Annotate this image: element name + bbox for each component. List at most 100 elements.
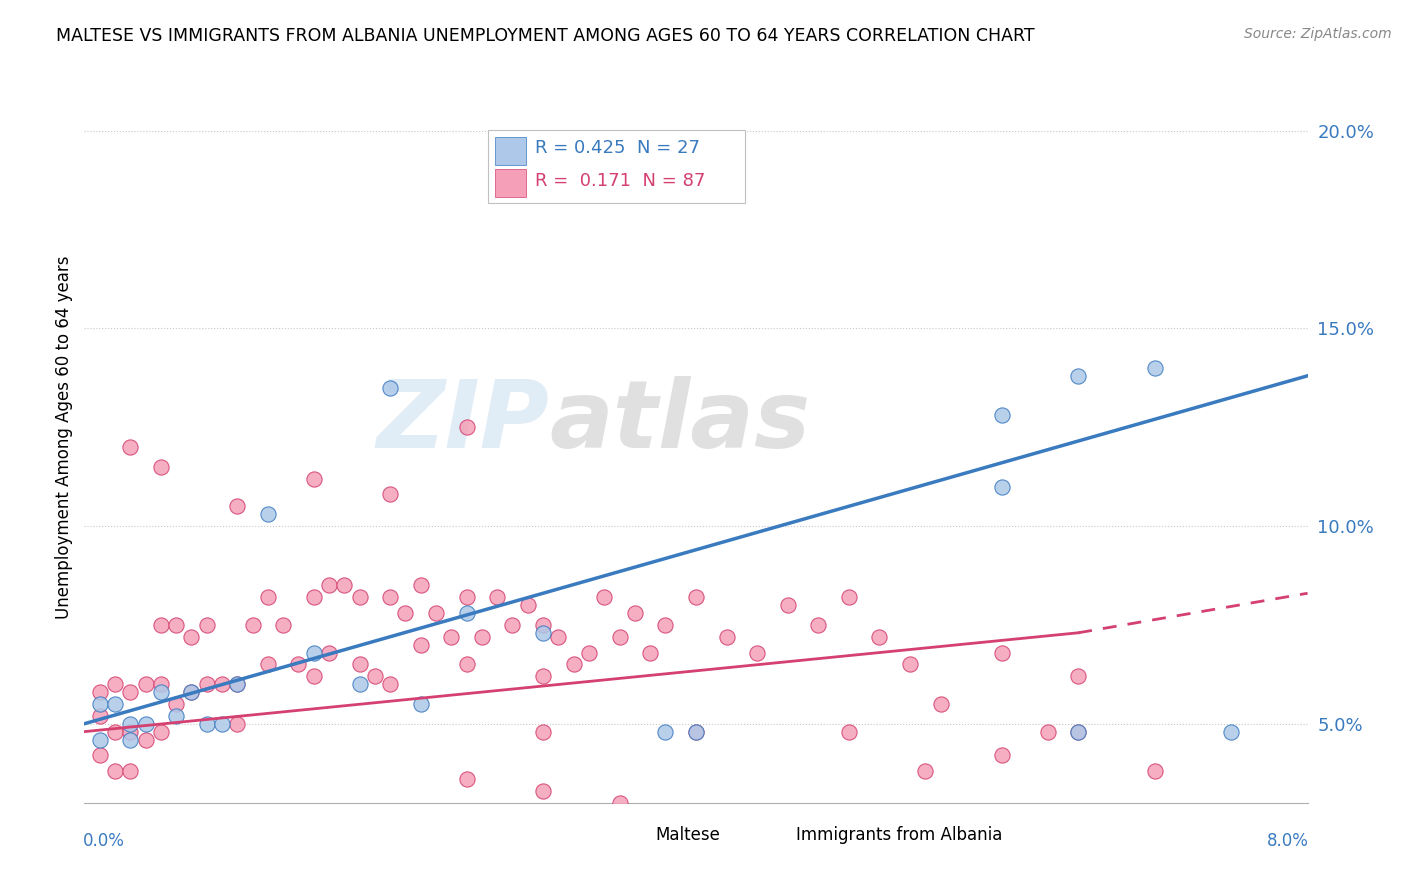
Point [578,646,600,660]
Point [380,381,402,395]
Point [380,677,402,691]
Point [425,606,447,620]
Point [914,764,936,779]
Point [456,606,478,620]
Point [838,724,860,739]
Point [318,578,340,592]
Point [120,716,142,731]
Text: R =  0.171  N = 87: R = 0.171 N = 87 [534,172,704,190]
Point [149,618,172,632]
Point [456,591,478,605]
Text: Immigrants from Albania: Immigrants from Albania [796,826,1002,844]
Point [135,677,157,691]
Point [593,591,616,605]
Point [149,459,172,474]
Point [486,591,509,605]
Point [149,724,172,739]
Point [1036,724,1059,739]
Point [685,724,707,739]
Text: 8.0%: 8.0% [1267,832,1309,850]
Point [716,630,738,644]
Point [685,724,707,739]
Point [226,677,249,691]
Point [226,677,249,691]
FancyBboxPatch shape [495,137,526,165]
Point [609,796,631,810]
Point [149,677,172,691]
Point [991,646,1014,660]
Point [1067,669,1090,683]
Point [226,500,249,514]
Point [364,669,387,683]
Point [349,591,371,605]
Point [89,708,111,723]
Point [120,732,142,747]
Point [104,724,127,739]
Point [242,618,264,632]
Point [257,507,280,521]
Point [1143,360,1166,375]
Point [1220,724,1243,739]
Point [165,708,187,723]
Point [287,657,309,672]
Text: Source: ZipAtlas.com: Source: ZipAtlas.com [1244,27,1392,41]
Point [302,591,325,605]
Point [135,716,157,731]
Point [531,724,554,739]
Point [440,630,463,644]
Point [456,420,478,434]
Point [547,630,569,644]
Point [211,716,233,731]
Point [654,724,676,739]
Text: ZIP: ZIP [377,376,550,468]
Point [333,578,356,592]
Point [120,440,142,454]
Point [609,630,631,644]
Point [226,716,249,731]
Point [516,598,538,612]
Point [104,764,127,779]
Point [898,657,921,672]
Point [409,697,432,711]
FancyBboxPatch shape [763,823,790,847]
Text: MALTESE VS IMMIGRANTS FROM ALBANIA UNEMPLOYMENT AMONG AGES 60 TO 64 YEARS CORREL: MALTESE VS IMMIGRANTS FROM ALBANIA UNEMP… [56,27,1035,45]
Point [380,487,402,501]
Point [531,625,554,640]
Text: 0.0%: 0.0% [83,832,125,850]
Point [195,677,218,691]
Point [807,618,830,632]
Point [869,630,891,644]
Point [624,606,647,620]
Point [89,685,111,699]
Point [271,618,294,632]
Point [1067,724,1090,739]
Point [776,598,799,612]
Point [349,677,371,691]
Point [211,677,233,691]
Point [302,646,325,660]
Point [149,685,172,699]
Point [991,748,1014,763]
Point [471,630,494,644]
Point [120,724,142,739]
Point [180,685,202,699]
Point [502,618,524,632]
FancyBboxPatch shape [495,169,526,197]
Point [135,732,157,747]
Point [380,591,402,605]
Point [638,646,661,660]
Point [165,697,187,711]
Point [180,685,202,699]
Point [409,638,432,652]
Point [104,677,127,691]
Point [180,630,202,644]
Text: Maltese: Maltese [655,826,720,844]
Point [394,606,416,620]
Point [747,646,769,660]
Point [195,618,218,632]
Point [838,591,860,605]
Point [531,618,554,632]
Point [120,685,142,699]
Point [89,697,111,711]
Point [531,784,554,798]
